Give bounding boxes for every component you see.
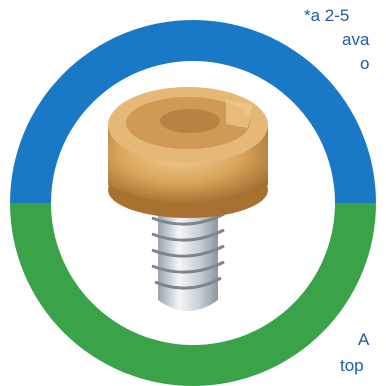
side-text-line-1: *a 2-5: [304, 6, 350, 25]
side-text-line-3: o: [360, 54, 370, 73]
side-text-line-5: top: [340, 356, 364, 375]
side-text-line-4: A: [358, 330, 370, 349]
gold-cap: [108, 87, 268, 218]
side-text-line-2: ava: [342, 30, 370, 49]
locator-female-part: [108, 87, 268, 311]
screw-thread: [151, 208, 225, 311]
